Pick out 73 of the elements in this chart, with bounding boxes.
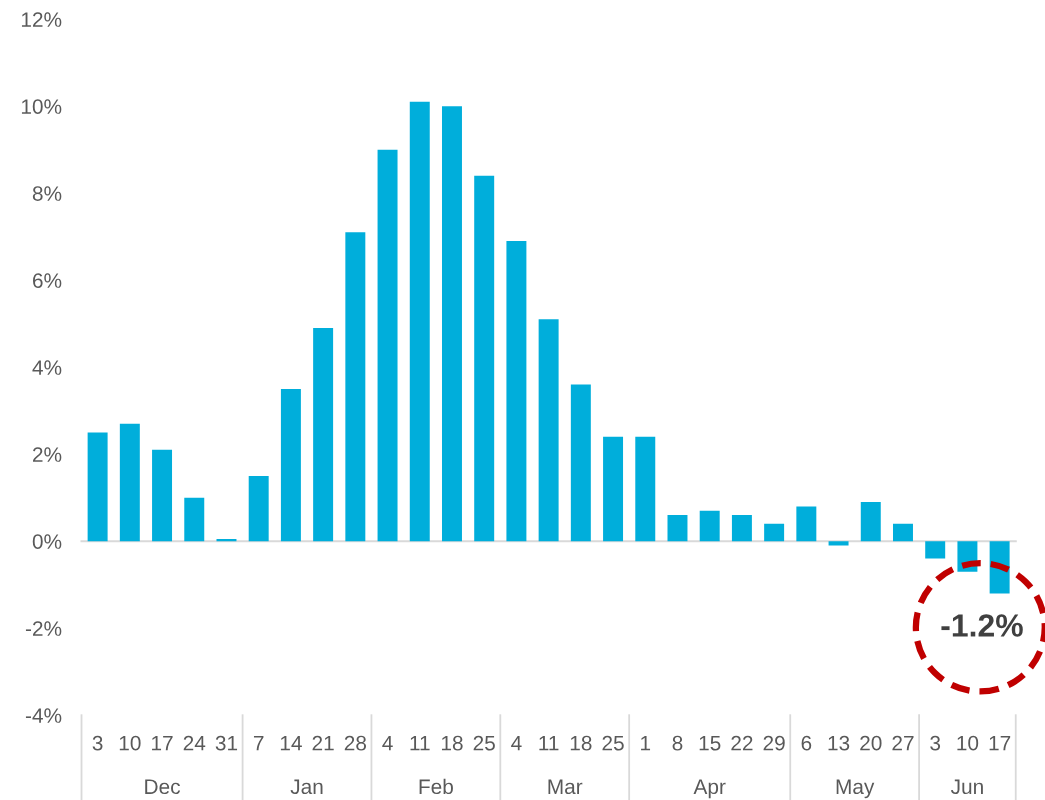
x-tick-label: 25 xyxy=(473,735,495,751)
bar xyxy=(345,232,366,542)
bar xyxy=(538,319,559,542)
x-tick-label: 10 xyxy=(119,735,141,751)
bar xyxy=(377,149,398,542)
bar xyxy=(603,436,624,542)
text: Jun xyxy=(950,779,983,795)
x-tick-label: 24 xyxy=(183,735,206,751)
x-tick-label: 8 xyxy=(672,735,683,751)
bar xyxy=(280,388,301,542)
bar xyxy=(570,384,591,542)
x-tick-label: 4 xyxy=(511,735,522,751)
text: Apr xyxy=(693,779,726,799)
text: Mar xyxy=(548,779,583,795)
bar xyxy=(248,475,269,542)
bar xyxy=(925,541,946,559)
bar xyxy=(731,515,752,542)
y-tick-label: 12% xyxy=(21,12,62,27)
bar xyxy=(860,502,881,542)
bar xyxy=(87,432,108,542)
x-tick-label: 27 xyxy=(892,735,914,751)
text: Feb xyxy=(419,778,453,795)
x-tick-label: 29 xyxy=(763,735,785,751)
x-tick-label: 21 xyxy=(312,735,334,751)
bar xyxy=(409,101,430,542)
bar xyxy=(152,449,173,542)
x-tick-label: 10 xyxy=(957,735,979,751)
x-tick-label: 6 xyxy=(801,735,812,751)
bar xyxy=(506,241,527,542)
bar xyxy=(764,523,785,542)
x-tick-label: 11 xyxy=(539,735,559,751)
annotation: -1.2% xyxy=(941,614,1023,637)
text: Dec xyxy=(145,779,181,795)
x-tick-label: 7 xyxy=(253,735,264,751)
y-tick-label: 6% xyxy=(33,273,62,288)
x-tick-label: 20 xyxy=(860,735,882,751)
x-tick-label: 3 xyxy=(930,735,941,751)
x-tick-label: 22 xyxy=(731,735,753,751)
text: Jan xyxy=(290,779,323,795)
x-tick-label: 28 xyxy=(344,735,367,751)
bar xyxy=(216,539,237,542)
bar xyxy=(699,510,720,542)
x-tick-label: 14 xyxy=(280,735,302,751)
x-tick-label: 18 xyxy=(570,735,592,751)
text: May xyxy=(836,779,875,799)
bar xyxy=(796,506,817,542)
x-tick-label: 31 xyxy=(215,735,238,751)
x-tick-label: 13 xyxy=(828,735,850,751)
y-tick-label: 4% xyxy=(32,360,62,375)
x-tick-label: 25 xyxy=(602,735,624,751)
bar xyxy=(119,423,140,542)
bar xyxy=(313,328,334,542)
y-tick-label: 2% xyxy=(33,447,62,462)
bar xyxy=(474,175,495,542)
x-tick-label: 3 xyxy=(92,735,103,751)
y-tick-label: -4% xyxy=(25,708,62,723)
y-tick-label: 8% xyxy=(32,186,62,201)
bar xyxy=(635,436,656,542)
bar xyxy=(184,497,205,542)
x-tick-label: 17 xyxy=(152,735,173,751)
y-tick-label: -2% xyxy=(25,621,62,636)
y-tick-label: 10% xyxy=(21,99,62,114)
x-tick-label: 17 xyxy=(989,735,1011,751)
bar xyxy=(441,106,462,542)
x-tick-label: 11 xyxy=(410,735,430,751)
bar xyxy=(893,523,913,542)
bar xyxy=(828,541,849,546)
x-tick-label: 18 xyxy=(441,735,463,751)
bar xyxy=(667,515,688,542)
x-tick-label: 4 xyxy=(382,735,393,751)
x-tick-label: 15 xyxy=(699,735,721,751)
x-tick-label: 1 xyxy=(641,735,651,751)
y-tick-label: 0% xyxy=(32,534,62,549)
